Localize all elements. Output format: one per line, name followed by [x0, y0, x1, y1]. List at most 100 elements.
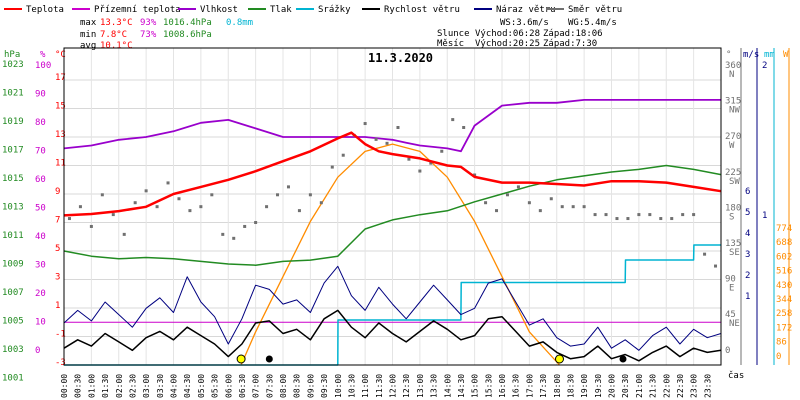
wind-dir-point — [89, 224, 93, 228]
y-tick-degc: -1 — [55, 330, 66, 340]
series-gust — [63, 265, 722, 351]
y-tick-dir: N — [729, 70, 734, 80]
legend-label: Přízemní teplota — [94, 5, 181, 15]
wind-dir-point — [429, 161, 433, 165]
wind-dir-point — [243, 224, 247, 228]
wind-dir-point — [505, 193, 509, 197]
y-tick-w: 688 — [776, 238, 792, 248]
wind-dir-point — [396, 126, 400, 129]
stat-min-label: min — [80, 30, 96, 40]
unit-pct: % — [40, 50, 46, 60]
y-tick-pct: 20 — [35, 289, 46, 299]
stat-avg-label: avg — [80, 41, 96, 51]
x-tick-label: 11:30 — [375, 374, 384, 398]
y-tick-dir: NE — [729, 319, 740, 329]
x-tick-label: 21:30 — [649, 374, 658, 398]
y-tick-dir: NW — [729, 106, 740, 116]
x-tick-label: 12:00 — [389, 374, 398, 398]
x-tick-label: 10:00 — [334, 374, 343, 398]
wind-gust-summary: WG:5.4m/s — [568, 18, 617, 28]
y-tick-ms-lower: 6 — [745, 187, 750, 197]
wind-dir-point — [111, 213, 115, 217]
wind-dir-point — [637, 213, 641, 217]
wind-dir-point — [703, 252, 707, 256]
series-pressure — [63, 164, 722, 266]
x-tick-label: 07:00 — [252, 374, 261, 398]
y-tick-w: 430 — [776, 281, 792, 291]
wind-dir-point — [714, 264, 718, 268]
y-tick-hpa: 1003 — [2, 345, 24, 355]
stat-avg-temp: 10.1°C — [100, 41, 133, 51]
unit-ms: m/s — [743, 50, 759, 60]
unit-cas: čas — [728, 370, 744, 381]
stat-max-label: max — [80, 18, 97, 28]
wind-dir-point — [407, 157, 411, 161]
y-tick-dir: SW — [729, 177, 740, 187]
x-tick-label: 12:30 — [402, 374, 411, 398]
y-tick-pct: 10 — [35, 318, 46, 328]
stat-min-temp: 7.8°C — [100, 30, 127, 40]
y-tick-pct: 50 — [35, 204, 46, 214]
series-layer — [63, 99, 722, 366]
y-tick-degc: 15 — [55, 102, 66, 112]
unit-mm: mm — [764, 50, 775, 60]
y-tick-hpa: 1007 — [2, 288, 24, 298]
x-tick-label: 15:30 — [484, 374, 493, 398]
wind-dir-point — [177, 197, 181, 201]
x-tick-label: 13:30 — [430, 374, 439, 398]
x-tick-label: 02:00 — [115, 374, 124, 398]
y-tick-pct: 60 — [35, 175, 46, 185]
y-tick-pct: 100 — [35, 61, 51, 71]
x-tick-label: 08:30 — [293, 374, 302, 398]
y-tick-degc: 5 — [55, 244, 60, 254]
wind-dir-point — [571, 205, 575, 209]
y-tick-w: 602 — [776, 252, 792, 262]
series-wind — [63, 309, 722, 362]
legend-label: Tlak — [270, 5, 292, 15]
x-tick-label: 17:00 — [525, 374, 534, 398]
y-tick-ms-lower: 5 — [745, 208, 750, 218]
series-solar — [240, 143, 560, 366]
stat-max-rain: 0.8mm — [226, 18, 253, 28]
y-tick-pct: 70 — [35, 147, 46, 157]
x-tick-label: 22:30 — [676, 374, 685, 398]
moonset-marker — [265, 355, 273, 363]
wind-dir-point — [451, 118, 455, 122]
legend-label: Rychlost větru — [384, 5, 460, 15]
x-tick-label: 03:30 — [156, 374, 165, 398]
wind-dir-point — [67, 217, 71, 221]
stat-max-hum: 93% — [140, 18, 157, 28]
x-tick-label: 23:30 — [703, 374, 712, 398]
astro-info: WS:3.6m/s WG:5.4m/s Slunce Východ:06:28 … — [437, 18, 617, 49]
y-tick-ms-lower: 3 — [745, 250, 750, 260]
chart-title: 11.3.2020 — [368, 51, 433, 65]
wind-dir-point — [265, 205, 269, 209]
astro-markers — [236, 354, 627, 364]
x-tick-label: 05:30 — [211, 374, 220, 398]
wind-dir-point — [363, 122, 367, 126]
wind-dir-point — [100, 193, 104, 197]
y-tick-deg: 45 — [725, 310, 736, 320]
wind-dir-point — [297, 209, 301, 213]
wind-dir-point — [122, 232, 126, 236]
y-tick-degc: 7 — [55, 216, 60, 226]
y-tick-ms-lower: 4 — [745, 229, 750, 239]
series-temperature — [63, 131, 722, 217]
x-tick-label: 20:00 — [608, 374, 617, 398]
moonrise-marker — [619, 355, 627, 363]
x-tick-label: 14:00 — [443, 374, 452, 398]
x-tick-label: 15:00 — [471, 374, 480, 398]
y-tick-degc: -3 — [55, 358, 66, 368]
y-tick-hpa: 1017 — [2, 146, 24, 156]
wind-dir-point — [210, 193, 214, 197]
sun-label: Slunce — [437, 29, 470, 39]
y-tick-dir: SE — [729, 248, 740, 258]
wind-dir-point — [330, 165, 334, 169]
x-tick-label: 20:30 — [621, 374, 630, 398]
x-tick-label: 16:00 — [498, 374, 507, 398]
y-tick-w: 258 — [776, 309, 792, 319]
y-tick-w: 516 — [776, 267, 792, 277]
wind-dir-point — [374, 137, 378, 141]
y-tick-dir: S — [729, 212, 734, 222]
y-tick-deg: 135 — [725, 239, 741, 249]
